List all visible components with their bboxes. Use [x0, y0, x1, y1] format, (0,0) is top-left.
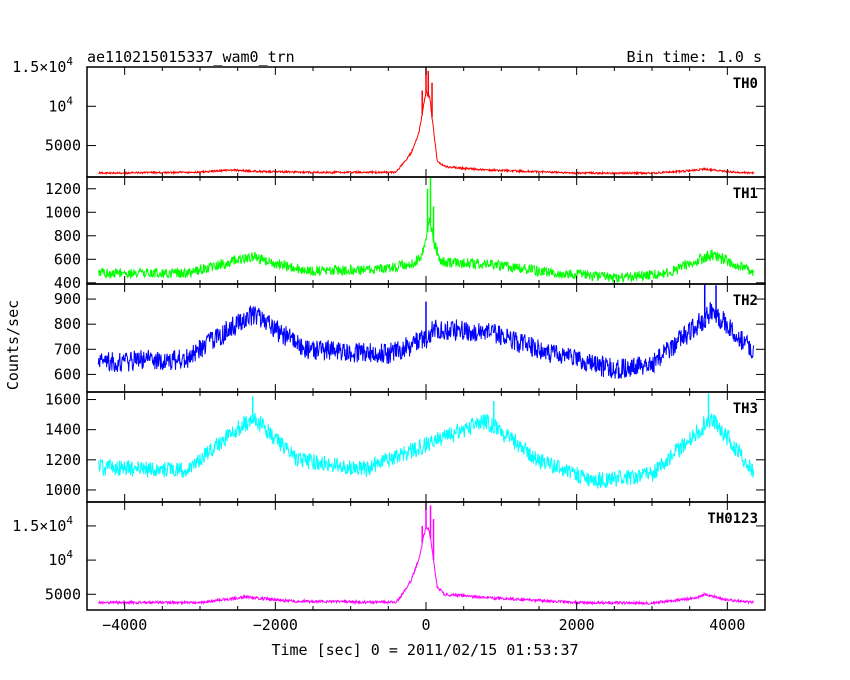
x-tick-label: 0 — [421, 616, 430, 634]
x-tick-label: −2000 — [253, 616, 298, 634]
y-tick-label: 5000 — [45, 585, 81, 603]
panel-th0: 5000 104 1.5×104 TH0 — [12, 55, 766, 178]
bin-time-label: Bin time: 1.0 s — [627, 48, 762, 66]
panel-th3: 1000 1200 1400 1600 TH3 — [45, 391, 766, 503]
y-tick-label: 104 — [48, 94, 73, 115]
y-tick-label: 400 — [54, 274, 81, 292]
panels-group: 5000 104 1.5×104 TH0 400 600 800 1000 1200 TH1 600… — [12, 55, 766, 611]
y-tick-label: 800 — [54, 315, 81, 333]
y-tick-label: 1200 — [45, 451, 81, 469]
chart-title: ae110215015337_wam0_trn — [87, 48, 295, 66]
panel-name-label: TH2 — [733, 293, 758, 309]
y-tick-label: 600 — [54, 365, 81, 383]
y-tick-label: 700 — [54, 340, 81, 358]
y-axis-label: Counts/sec — [4, 300, 22, 390]
x-tick-label: 2000 — [559, 616, 595, 634]
y-tick-label: 1400 — [45, 421, 81, 439]
x-tick-label: 4000 — [709, 616, 745, 634]
y-tick-label: 1600 — [45, 391, 81, 409]
panel-th2: 600 700 800 900 TH2 — [54, 283, 766, 393]
panel-th1: 400 600 800 1000 1200 TH1 — [45, 176, 766, 292]
y-tick-label: 1.5×104 — [12, 55, 73, 76]
panel-name-label: TH3 — [733, 401, 758, 417]
y-tick-label: 1200 — [45, 180, 81, 198]
series-th1 — [97, 217, 755, 283]
panel-name-label: TH0123 — [707, 511, 758, 527]
series-th0123 — [97, 524, 755, 606]
panel-th0123: 5000 104 1.5×104 TH0123 — [12, 501, 766, 611]
y-tick-label: 600 — [54, 250, 81, 268]
y-tick-label: 1000 — [45, 481, 81, 499]
y-tick-label: 104 — [48, 548, 73, 569]
y-tick-label: 900 — [54, 290, 81, 308]
y-tick-label: 1.5×104 — [12, 514, 73, 535]
y-tick-label: 5000 — [45, 137, 81, 155]
x-axis-label: Time [sec] 0 = 2011/02/15 01:53:37 — [271, 641, 578, 659]
panel-name-label: TH0 — [733, 76, 758, 92]
panel-name-label: TH1 — [733, 186, 758, 202]
series-th0 — [98, 88, 755, 176]
series-th3 — [97, 413, 755, 489]
y-tick-label: 1000 — [45, 203, 81, 221]
panel-frame — [86, 176, 766, 285]
x-tick-label: −4000 — [102, 616, 147, 634]
x-axis: −4000 −2000 0 2000 4000 — [102, 616, 745, 634]
y-tick-label: 800 — [54, 227, 81, 245]
